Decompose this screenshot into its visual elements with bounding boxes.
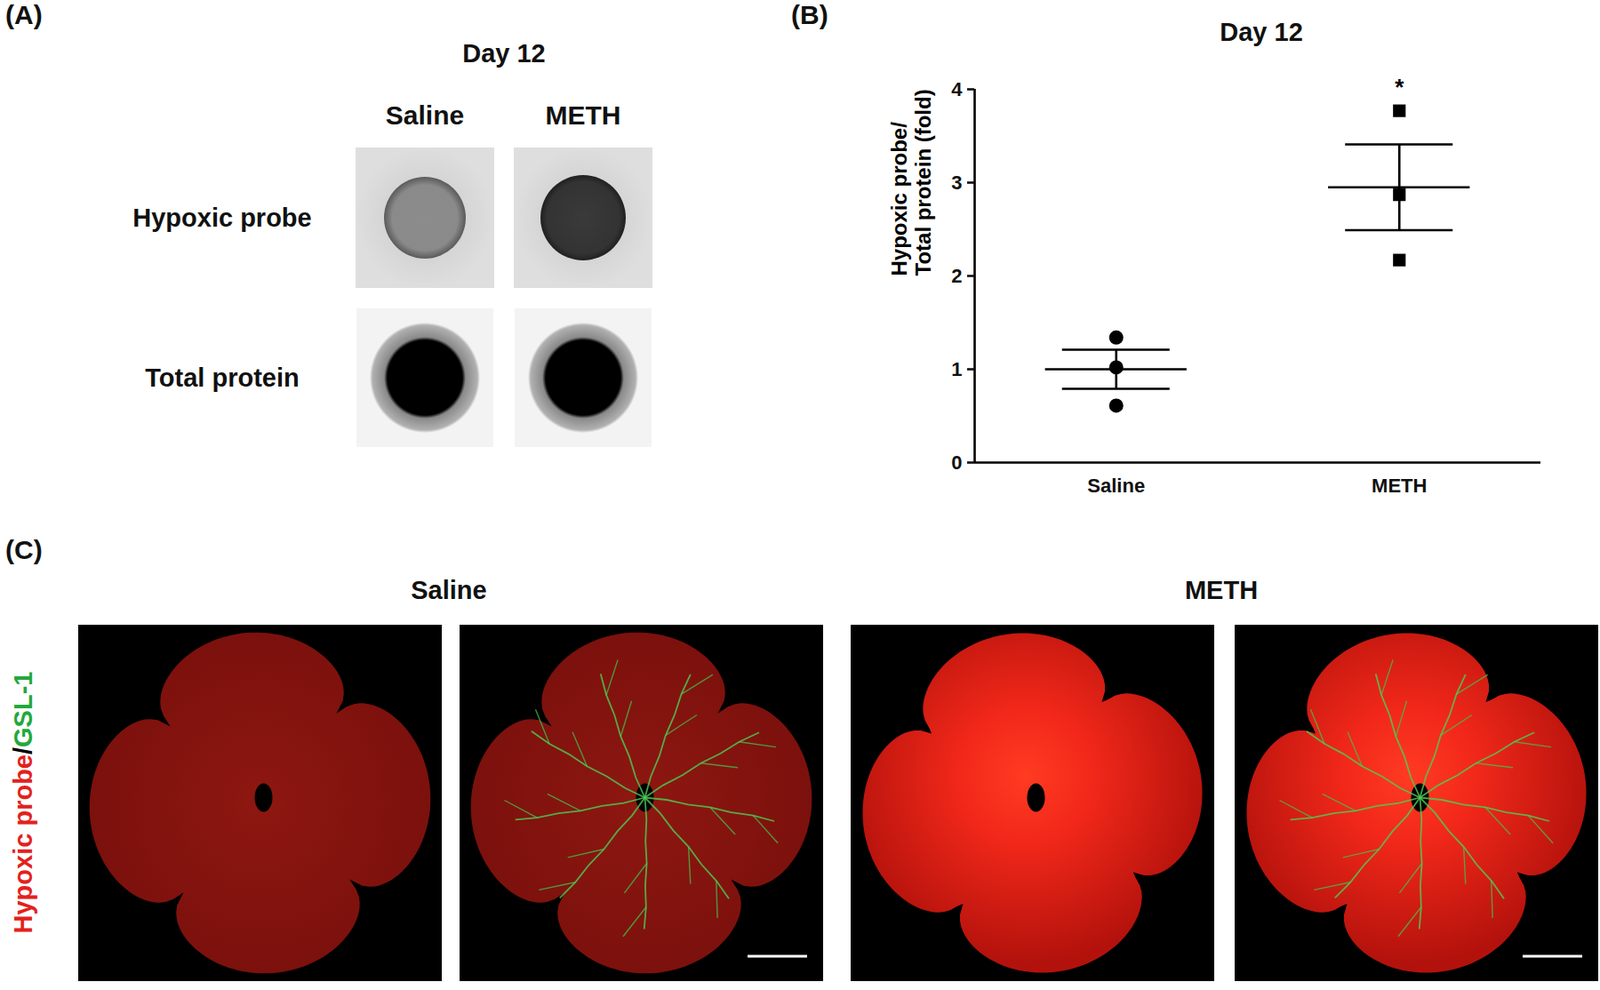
html-text:Hypoxic probe: Hypoxic probe (8, 754, 37, 934)
svg-text:*: * (1394, 73, 1405, 101)
html-text:(B): (B) (791, 0, 829, 30)
svg-text:Day 12: Day 12 (462, 39, 546, 68)
svg-text:METH: METH (1371, 474, 1427, 497)
html-text:GSL-1: GSL-1 (8, 671, 37, 748)
svg-text:3: 3 (951, 171, 962, 194)
svg-text:Saline: Saline (385, 100, 464, 130)
svg-text:Saline: Saline (1087, 474, 1145, 497)
svg-text:Hypoxic probe/Total protein (f: Hypoxic probe/Total protein (fold) (887, 88, 936, 276)
svg-text:Hypoxic probe: Hypoxic probe (132, 203, 312, 232)
svg-text:0: 0 (951, 451, 962, 474)
svg-text:Total protein: Total protein (144, 363, 299, 392)
html-text:Saline: Saline (410, 576, 487, 605)
html-text:METH: METH (1184, 576, 1258, 605)
svg-text:1: 1 (951, 358, 962, 381)
svg-text:METH: METH (545, 100, 622, 130)
html-text:(A): (A) (5, 0, 43, 30)
html-text:(C): (C) (5, 535, 43, 565)
svg-text:2: 2 (951, 264, 962, 288)
svg-text:4: 4 (951, 78, 963, 101)
html-text:Day 12: Day 12 (1219, 17, 1303, 47)
